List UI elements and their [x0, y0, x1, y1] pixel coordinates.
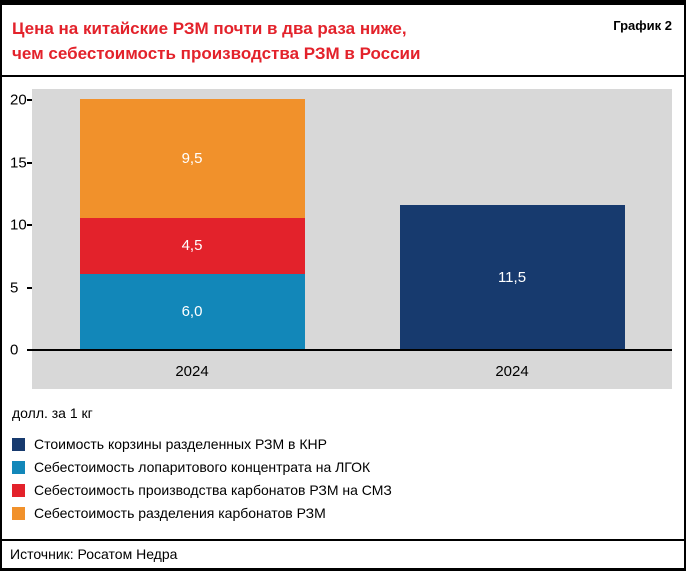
legend: Стоимость корзины разделенных РЗМ в КНР С…: [12, 436, 674, 521]
legend-color-swatch: [12, 437, 25, 451]
y-tick-label: 5: [10, 279, 19, 296]
y-tick-mark: [27, 349, 32, 351]
y-tick-label: 15: [10, 154, 27, 171]
unit-label: долл. за 1 кг: [12, 405, 93, 421]
bar-segment: 6,0: [79, 274, 305, 349]
source-row: Источник: Росатом Недра: [2, 539, 684, 568]
stacked-bar: 9,5 4,5 6,0: [79, 99, 305, 349]
legend-label: Себестоимость лопаритового концентрата н…: [34, 459, 371, 475]
y-tick-label: 20: [10, 91, 27, 109]
legend-item: Стоимость корзины разделенных РЗМ в КНР: [12, 436, 674, 452]
stacked-bar: 11,5: [399, 205, 625, 349]
legend-item: Себестоимость лопаритового концентрата н…: [12, 459, 674, 475]
bar-slot: 11,5 2024: [352, 89, 672, 389]
y-tick-label: 10: [10, 216, 27, 234]
chart-container: 0 5 10 15 20 9,5 4,5 6,0 2024 11,5 2024: [2, 89, 672, 389]
figure-number-label: График 2: [613, 18, 672, 33]
y-tick-label: 0: [10, 341, 19, 359]
legend-color-swatch: [12, 460, 25, 474]
legend-label: Себестоимость производства карбонатов РЗ…: [34, 482, 392, 498]
legend-label: Стоимость корзины разделенных РЗМ в КНР: [34, 436, 327, 452]
segment-value-label: 6,0: [181, 303, 203, 320]
legend-color-swatch: [12, 506, 25, 520]
source-text: Источник: Росатом Недра: [10, 546, 178, 562]
plot-area: 9,5 4,5 6,0 2024 11,5 2024: [32, 89, 672, 389]
y-tick-mark: [27, 224, 32, 226]
chart-title-line1: Цена на китайские РЗМ почти в два раза н…: [12, 19, 407, 38]
bar-segment: 11,5: [399, 205, 625, 349]
x-axis-line: [32, 349, 672, 351]
legend-item: Себестоимость производства карбонатов РЗ…: [12, 482, 674, 498]
segment-value-label: 11,5: [497, 268, 527, 286]
y-tick-mark: [27, 286, 32, 289]
legend-label: Себестоимость разделения карбонатов РЗМ: [34, 505, 326, 521]
header: Цена на китайские РЗМ почти в два раза н…: [2, 5, 684, 77]
x-axis-category-label: 2024: [495, 363, 529, 380]
segment-value-label: 9,5: [181, 149, 203, 167]
legend-color-swatch: [12, 483, 25, 497]
bar-segment: 9,5: [79, 99, 305, 218]
chart-title: Цена на китайские РЗМ почти в два раза н…: [12, 16, 420, 66]
y-tick-mark: [27, 99, 32, 101]
bar-segment: 4,5: [79, 217, 305, 274]
legend-item: Себестоимость разделения карбонатов РЗМ: [12, 505, 674, 521]
segment-value-label: 4,5: [181, 237, 203, 255]
y-tick-mark: [27, 161, 32, 164]
x-axis-category-label: 2024: [175, 363, 209, 380]
chart-title-line2: чем себестоимость производства РЗМ в Рос…: [12, 44, 421, 63]
bar-slot: 9,5 4,5 6,0 2024: [32, 89, 352, 389]
